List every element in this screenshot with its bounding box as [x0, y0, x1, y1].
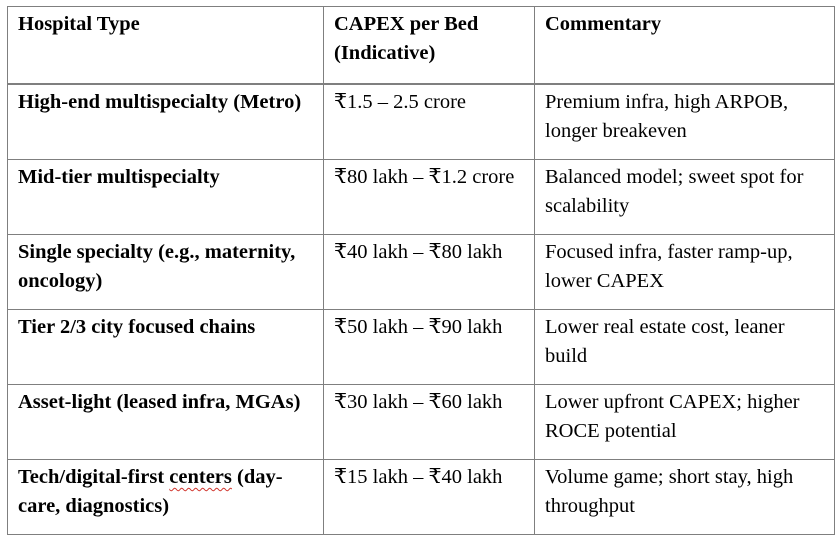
- cell-capex: ₹15 lakh – ₹40 lakh: [323, 459, 535, 535]
- cell-commentary: Balanced model; sweet spot for scalabili…: [534, 159, 835, 235]
- cell-hospital-type: Single specialty (e.g., maternity, oncol…: [7, 234, 324, 310]
- cell-capex: ₹30 lakh – ₹60 lakh: [323, 384, 535, 460]
- cell-capex: ₹1.5 – 2.5 crore: [323, 83, 535, 160]
- cell-hospital-type: Tier 2/3 city focused chains: [7, 309, 324, 385]
- cell-commentary: Premium infra, high ARPOB, longer breake…: [534, 83, 835, 160]
- header-hospital-type: Hospital Type: [7, 6, 324, 85]
- capex-table-container: Hospital Type CAPEX per Bed (Indicative)…: [7, 6, 835, 535]
- type-text-suffix: (day-care, diagnostics): [18, 466, 283, 517]
- table-header-row: Hospital Type CAPEX per Bed (Indicative)…: [7, 6, 835, 85]
- cell-hospital-type: High-end multispecialty (Metro): [7, 83, 324, 160]
- cell-commentary: Lower real estate cost, leaner build: [534, 309, 835, 385]
- type-text-prefix: Tech/digital-first: [18, 466, 170, 488]
- cell-capex: ₹80 lakh – ₹1.2 crore: [323, 159, 535, 235]
- header-commentary: Commentary: [534, 6, 835, 85]
- cell-capex: ₹50 lakh – ₹90 lakh: [323, 309, 535, 385]
- cell-hospital-type: Tech/digital-first centers (day-care, di…: [7, 459, 324, 535]
- table-row: Tech/digital-first centers (day-care, di…: [7, 459, 835, 535]
- cell-hospital-type: Asset-light (leased infra, MGAs): [7, 384, 324, 460]
- header-capex-per-bed: CAPEX per Bed (Indicative): [323, 6, 535, 85]
- table-row: Asset-light (leased infra, MGAs) ₹30 lak…: [7, 384, 835, 460]
- cell-hospital-type: Mid-tier multispecialty: [7, 159, 324, 235]
- table-row: High-end multispecialty (Metro) ₹1.5 – 2…: [7, 83, 835, 160]
- cell-commentary: Focused infra, faster ramp-up, lower CAP…: [534, 234, 835, 310]
- table-row: Single specialty (e.g., maternity, oncol…: [7, 234, 835, 310]
- cell-capex: ₹40 lakh – ₹80 lakh: [323, 234, 535, 310]
- cell-commentary: Volume game; short stay, high throughput: [534, 459, 835, 535]
- table-row: Tier 2/3 city focused chains ₹50 lakh – …: [7, 309, 835, 385]
- table-row: Mid-tier multispecialty ₹80 lakh – ₹1.2 …: [7, 159, 835, 235]
- cell-commentary: Lower upfront CAPEX; higher ROCE potenti…: [534, 384, 835, 460]
- spellcheck-flagged-word[interactable]: centers: [169, 466, 232, 488]
- capex-per-bed-table: Hospital Type CAPEX per Bed (Indicative)…: [7, 6, 835, 535]
